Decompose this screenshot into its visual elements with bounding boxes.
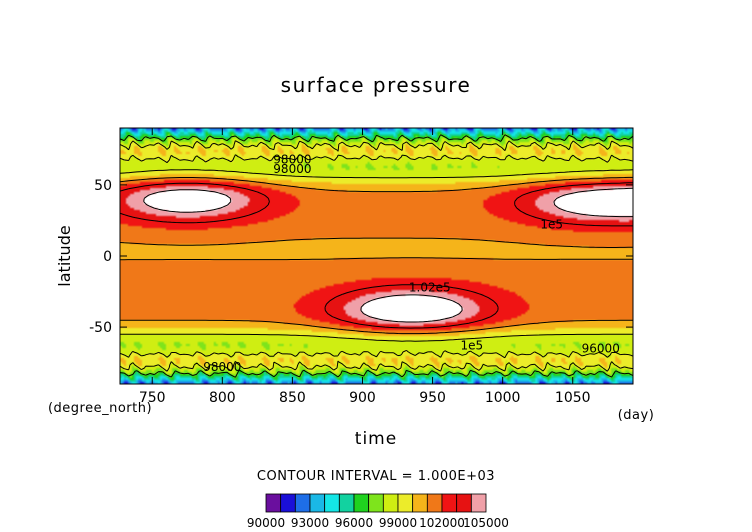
contour-label: 1e5 <box>460 339 483 353</box>
x-tick-label: 1000 <box>485 390 521 406</box>
colorbar-tick-label: 102000 <box>419 516 465 530</box>
y-axis-ticks: -50 0 50 <box>89 178 633 336</box>
contour-label: 98000 <box>273 152 311 166</box>
contour-interval-text: CONTOUR INTERVAL = 1.000E+03 <box>257 469 495 484</box>
colorbar-swatch <box>280 493 296 513</box>
contour-line-98000 <box>120 140 633 372</box>
colorbar-swatch <box>368 493 384 513</box>
y-axis-unit: (degree_north) <box>48 401 152 416</box>
x-axis-label: time <box>355 429 397 449</box>
colorbar-swatch <box>397 493 414 513</box>
contour-line-100000 <box>120 176 633 335</box>
colorbar-tick-label: 90000 <box>247 516 285 530</box>
colorbar-swatch <box>324 493 340 513</box>
y-axis-label: latitude <box>55 225 74 286</box>
contour-line-96000 <box>120 134 633 378</box>
x-tick-label: 900 <box>349 390 376 406</box>
colorbar-swatch <box>456 493 472 513</box>
contour-lines <box>120 134 633 378</box>
x-tick-label: 1050 <box>555 390 591 406</box>
colorbar-swatch <box>294 493 311 513</box>
x-tick-label: 950 <box>419 390 446 406</box>
contour-label: 98000 <box>273 162 311 176</box>
x-axis-ticks: 750 800 850 900 950 1000 1050 <box>139 128 591 406</box>
contour-label: 1.02e5 <box>409 280 451 294</box>
contour-label: 1e5 <box>540 218 563 232</box>
heatmap-field <box>120 128 633 384</box>
colorbar-swatch <box>441 493 458 513</box>
colorbar-swatch <box>353 493 370 513</box>
colorbar-swatch <box>470 493 487 513</box>
x-tick-label: 800 <box>209 390 236 406</box>
contour-line-102000 <box>120 182 633 329</box>
colorbar-swatch <box>382 493 399 513</box>
colorbar-swatch <box>426 493 443 513</box>
colorbar-swatch <box>338 493 355 513</box>
colorbar-swatch <box>309 493 326 513</box>
chart-title: surface pressure <box>281 73 472 97</box>
colorbar-tick-label: 96000 <box>335 516 373 530</box>
colorbar-tick-label: 93000 <box>291 516 329 530</box>
contour-label: 98000 <box>203 360 241 374</box>
y-tick-label: 50 <box>94 178 112 194</box>
colorbar-tick-label: 99000 <box>379 516 417 530</box>
contour-label: 96000 <box>582 341 620 355</box>
x-tick-label: 750 <box>139 390 166 406</box>
contour-line-104000 <box>143 187 633 323</box>
y-tick-label: -50 <box>89 320 112 336</box>
colorbar-swatch <box>412 493 428 513</box>
colorbar-tick-label: 105000 <box>463 516 509 530</box>
y-tick-label: 0 <box>103 249 112 265</box>
colorbar <box>265 493 487 513</box>
colorbar-swatch <box>265 493 282 513</box>
pressure-field-raster <box>120 128 633 384</box>
x-tick-label: 850 <box>279 390 306 406</box>
x-axis-unit: (day) <box>618 408 655 423</box>
